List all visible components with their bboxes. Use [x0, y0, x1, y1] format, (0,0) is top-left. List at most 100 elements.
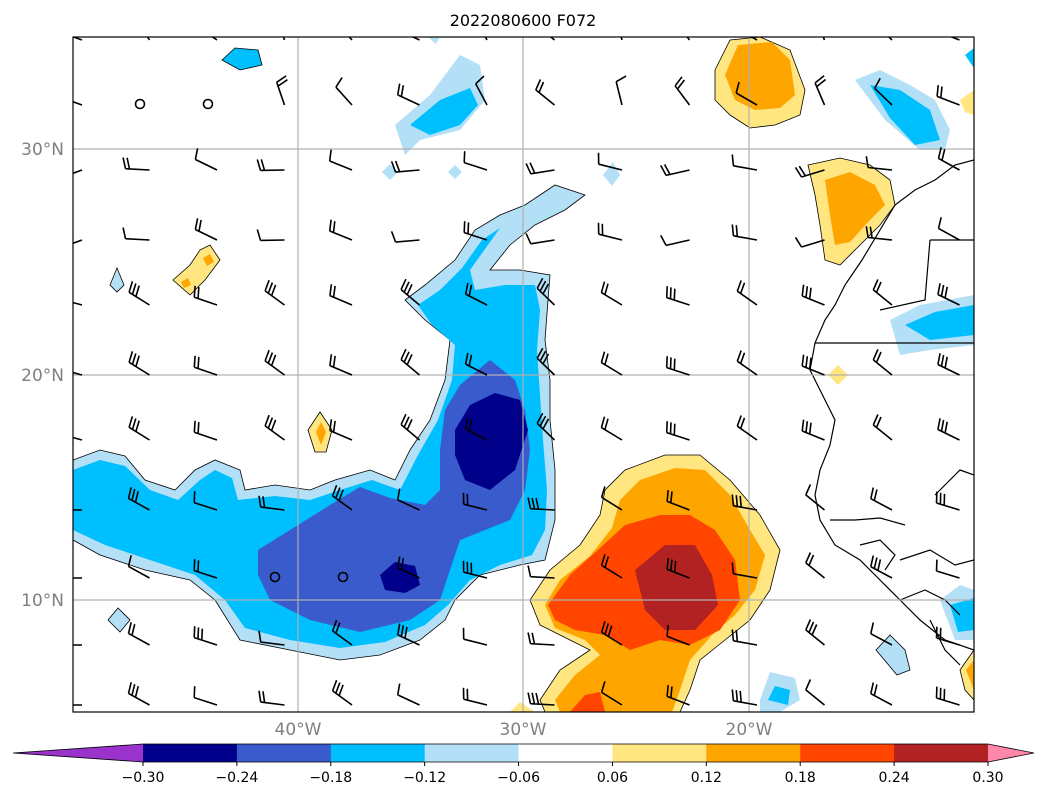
wind-barb — [600, 681, 623, 706]
wind-barb — [127, 682, 150, 706]
wind-barb — [127, 555, 150, 579]
colorbar-bin — [894, 744, 989, 762]
blob-n4-inner — [905, 305, 974, 340]
wind-barb — [936, 85, 960, 106]
wind-barb — [597, 222, 623, 241]
wind-barb — [462, 687, 488, 706]
wind-barb — [348, 37, 353, 41]
wind-barbs — [73, 37, 960, 706]
colorbar-bin — [518, 744, 613, 762]
wind-barb — [464, 282, 488, 306]
blob-p7-inner — [966, 660, 974, 690]
wind-barb — [805, 484, 826, 511]
wind-barb — [736, 415, 758, 441]
wind-barb — [659, 164, 690, 177]
wind-barb — [194, 148, 218, 171]
wind-barb — [396, 683, 420, 706]
wind-barb — [686, 37, 691, 41]
wind-barb — [73, 644, 82, 646]
wind-barb — [282, 37, 286, 41]
wind-barb — [396, 83, 420, 106]
colorbar-bin — [706, 744, 801, 762]
wind-barb — [794, 165, 825, 178]
blob-n6-inner — [768, 686, 790, 705]
contour-fill-minus-024-small — [380, 562, 420, 593]
coastlines — [809, 159, 974, 666]
blob-n8 — [107, 607, 131, 633]
wind-barb — [464, 352, 488, 376]
wind-barb — [193, 491, 218, 511]
wind-barb — [600, 281, 623, 306]
wind-barb — [128, 351, 150, 376]
wind-barb — [659, 235, 690, 247]
wind-barb — [736, 350, 758, 376]
wind-barb — [872, 414, 893, 441]
colorbar-tick-label: 0.12 — [691, 770, 722, 786]
wind-barb — [805, 552, 826, 579]
wind-barb — [736, 280, 758, 306]
wind-barb — [937, 418, 960, 441]
blob-p1-inner — [725, 42, 795, 110]
colorbar-bin — [143, 744, 238, 762]
wind-barb — [264, 279, 285, 306]
wind-barb — [870, 622, 893, 646]
wind-barb — [615, 75, 627, 106]
wind-barb — [865, 156, 893, 171]
wind-barb — [128, 281, 150, 306]
wind-barb — [600, 554, 623, 579]
wind-barb — [258, 495, 285, 511]
wind-barb — [750, 37, 758, 41]
wind-barb — [275, 75, 288, 106]
wind-barb — [463, 151, 488, 171]
wind-barb — [937, 353, 960, 376]
wind-barb — [335, 77, 353, 106]
wind-barb — [801, 354, 825, 376]
colorbar: −0.30 −0.24 −0.18 −0.12 −0.06 0.06 0.12 0.18 0.2… — [12, 743, 1035, 786]
wind-barb — [400, 278, 421, 306]
wind-barb — [600, 416, 623, 441]
blob-n9 — [109, 266, 125, 293]
wind-barb — [600, 621, 623, 646]
map-frame — [72, 36, 975, 713]
blob-p7 — [959, 649, 974, 701]
wind-barb — [396, 556, 420, 579]
wind-barb — [193, 355, 218, 376]
wind-barb — [735, 81, 758, 106]
wind-barb — [328, 149, 353, 171]
contour-fill-plus-018-bottom — [570, 692, 605, 712]
wind-barb — [731, 154, 758, 171]
wind-barb — [128, 416, 150, 441]
colorbar-tick-label: 0.06 — [597, 770, 628, 786]
wind-barb — [935, 686, 960, 706]
blob-n14 — [965, 48, 974, 68]
calm-wind-circle — [337, 571, 349, 583]
wind-barb — [193, 285, 218, 306]
wind-barb — [331, 484, 353, 511]
wind-barb — [536, 277, 556, 306]
wind-barb — [870, 487, 893, 511]
wind-barb — [873, 77, 893, 106]
wind-barb — [462, 560, 488, 579]
colorbar-bin — [800, 744, 895, 762]
map-panel[interactable] — [53, 11, 975, 713]
wind-barb — [527, 692, 555, 706]
wind-barb — [935, 491, 960, 511]
wind-barb — [127, 622, 150, 646]
colorbar-bin — [612, 744, 707, 762]
wind-barb — [731, 562, 758, 579]
wind-barb — [193, 420, 218, 441]
wind-barb — [801, 284, 825, 306]
wind-barb — [258, 690, 285, 706]
colorbar-extend-over — [988, 744, 1034, 762]
wind-barb — [620, 37, 623, 41]
contour-fill-plus-024 — [635, 545, 718, 630]
wind-barb — [256, 229, 285, 242]
wind-barb — [328, 219, 353, 241]
colorbar-tick-label: 0.24 — [879, 770, 910, 786]
wind-barb — [331, 679, 353, 706]
blob-n2-inner — [410, 88, 478, 135]
wind-barb — [474, 75, 488, 106]
wind-barb — [597, 152, 623, 171]
blob-p3-inner2 — [181, 278, 191, 288]
wind-barb — [73, 371, 83, 376]
